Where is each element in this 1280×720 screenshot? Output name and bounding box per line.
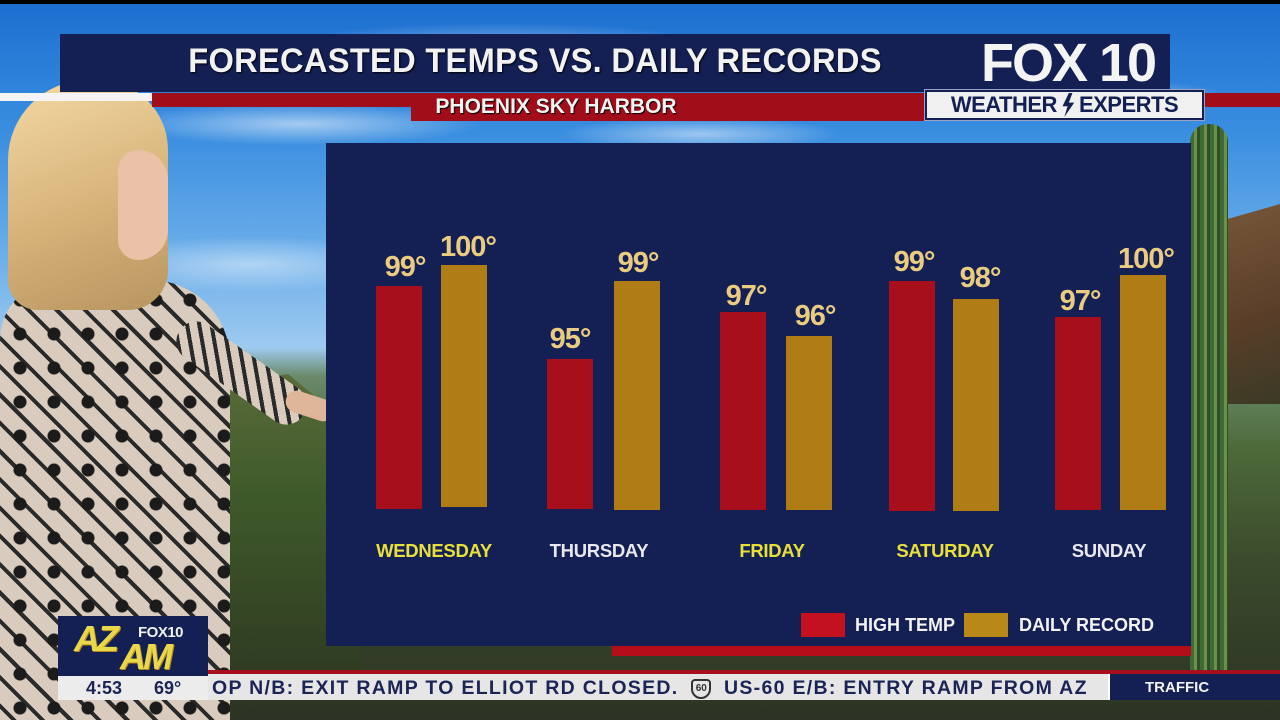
banner-white-accent [0, 93, 152, 101]
value-label-high: 95° [549, 323, 592, 355]
logo-experts-text: EXPERTS [1078, 92, 1179, 117]
value-label-high: 99° [893, 246, 936, 278]
weather-experts-logo: WEATHER EXPERTS [924, 89, 1205, 121]
saguaro-cactus [1190, 124, 1228, 684]
value-label-high: 99° [384, 251, 427, 283]
current-time: 4:53 [86, 678, 123, 698]
lightning-bolt-icon [1062, 93, 1075, 117]
legend-swatch-daily-record [964, 613, 1008, 637]
news-ticker: OP N/B: EXIT RAMP TO ELLIOT RD CLOSED. 6… [208, 674, 1108, 700]
us-route-shield-icon: 60 [691, 678, 712, 699]
weather-presenter [0, 80, 330, 720]
chart-red-accent [612, 646, 1191, 656]
day-label-thursday: THURSDAY [549, 540, 649, 561]
graphic-title: FORECASTED TEMPS VS. DAILY RECORDS [188, 42, 882, 80]
graphic-subtitle: PHOENIX SKY HARBOR [435, 95, 677, 118]
value-label-record: 96° [794, 300, 837, 332]
bar-high-temp [1055, 317, 1101, 510]
bar-daily-record [1120, 275, 1166, 510]
time-temp-box [58, 676, 208, 700]
fox10-logo: FOX 10 [966, 34, 1170, 92]
value-label-high: 97° [725, 280, 768, 312]
logo-fox10-small: FOX10 [138, 624, 184, 641]
fox10-logo-text: FOX 10 [980, 33, 1157, 93]
ticker-red-stripe [208, 670, 1280, 674]
ticker-item-2: US-60 E/B: ENTRY RAMP FROM AZ [723, 677, 1088, 699]
bar-daily-record [786, 336, 832, 510]
day-label-saturday: SATURDAY [896, 540, 994, 561]
day-label-wednesday: WEDNESDAY [376, 540, 492, 561]
logo-am-text: AM [120, 636, 173, 677]
value-label-record: 98° [959, 262, 1002, 294]
title-banner [60, 34, 1170, 92]
bar-high-temp [376, 286, 422, 509]
logo-weather-text: WEATHER [950, 92, 1058, 117]
ticker-text: OP N/B: EXIT RAMP TO ELLIOT RD CLOSED. 6… [212, 677, 1088, 700]
legend-swatch-high-temp [801, 613, 845, 637]
az-am-show-logo [58, 616, 208, 676]
ticker-section-label: TRAFFIC [1145, 679, 1210, 696]
value-label-record: 99° [617, 247, 660, 279]
subtitle-banner [411, 93, 926, 121]
bar-daily-record [441, 265, 487, 507]
bar-high-temp [720, 312, 766, 510]
ticker-item-1: OP N/B: EXIT RAMP TO ELLIOT RD CLOSED. [212, 677, 679, 699]
day-label-friday: FRIDAY [739, 540, 805, 561]
value-label-high: 97° [1059, 285, 1102, 317]
legend-label-daily-record: DAILY RECORD [1019, 615, 1155, 635]
bar-daily-record [953, 299, 999, 511]
legend-label-high-temp: HIGH TEMP [855, 615, 956, 635]
presenter-face [118, 150, 168, 260]
day-label-sunday: SUNDAY [1071, 540, 1147, 561]
bar-high-temp [889, 281, 935, 511]
value-label-record: 100° [440, 231, 497, 263]
value-label-record: 100° [1118, 243, 1175, 275]
current-temperature: 69° [154, 678, 182, 698]
ticker-section-box [1108, 674, 1280, 700]
logo-az-text: AZ [74, 618, 119, 659]
bar-daily-record [614, 281, 660, 510]
bar-high-temp [547, 359, 593, 509]
